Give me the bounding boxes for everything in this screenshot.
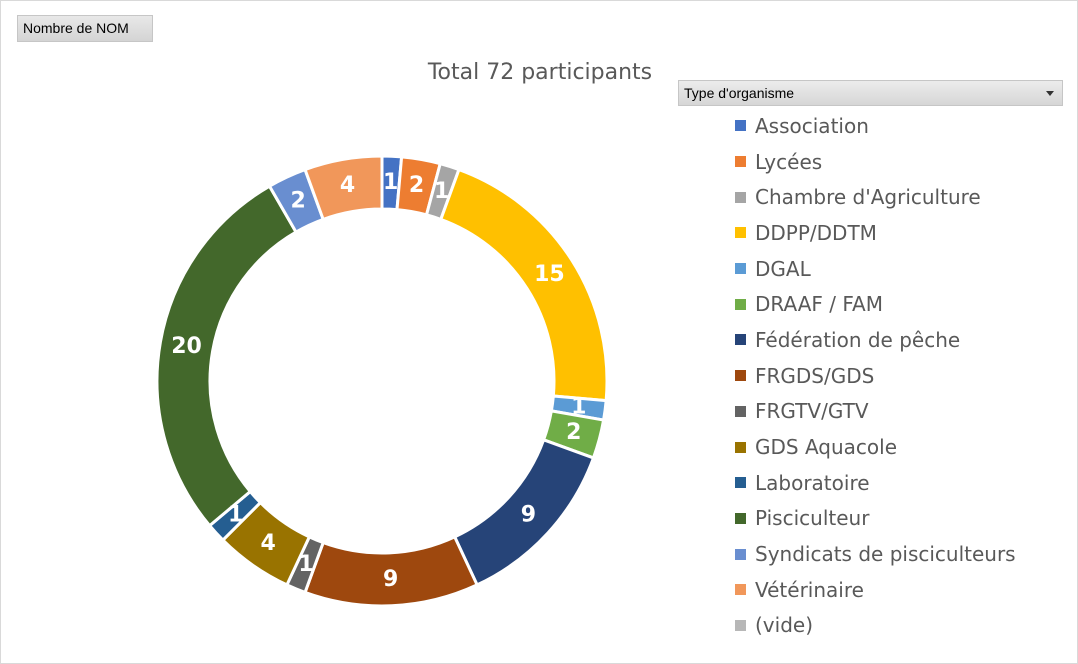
legend-swatch bbox=[735, 619, 746, 631]
legend-label: Lycées bbox=[755, 149, 823, 174]
data-label: 1 bbox=[571, 394, 586, 419]
data-label: 1 bbox=[383, 170, 398, 195]
data-label: 4 bbox=[340, 173, 355, 198]
legend-item[interactable]: Syndicats de pisciculteurs bbox=[735, 536, 1065, 572]
legend-swatch bbox=[735, 370, 746, 382]
chevron-down-icon[interactable] bbox=[1046, 91, 1054, 96]
data-label: 1 bbox=[228, 503, 243, 528]
legend-item[interactable]: GDS Aquacole bbox=[735, 429, 1065, 465]
legend-swatch bbox=[735, 120, 746, 132]
legend-swatch bbox=[735, 477, 746, 489]
data-label: 20 bbox=[171, 334, 202, 359]
legend-swatch bbox=[735, 227, 746, 239]
legend-item[interactable]: DRAAF / FAM bbox=[735, 286, 1065, 322]
data-label: 2 bbox=[409, 173, 424, 198]
legend-item[interactable]: FRGDS/GDS bbox=[735, 358, 1065, 394]
field-button-nombre-de-nom[interactable]: Nombre de NOM bbox=[17, 15, 153, 42]
legend-swatch bbox=[735, 263, 746, 275]
legend-swatch bbox=[735, 584, 746, 596]
donut-slice-v-t-rinaire[interactable] bbox=[303, 154, 384, 222]
legend-item[interactable]: Chambre d'Agriculture bbox=[735, 179, 1065, 215]
legend-item[interactable]: Lycées bbox=[735, 144, 1065, 180]
legend-swatch bbox=[735, 156, 746, 168]
data-label: 9 bbox=[521, 503, 536, 528]
legend-swatch bbox=[735, 548, 746, 560]
data-label: 15 bbox=[534, 262, 565, 287]
legend-item[interactable]: Association bbox=[735, 108, 1065, 144]
legend-label: Association bbox=[755, 113, 869, 138]
legend-swatch bbox=[735, 334, 746, 346]
legend-item[interactable]: DGAL bbox=[735, 251, 1065, 287]
legend-swatch bbox=[735, 441, 746, 453]
legend-label: FRGDS/GDS bbox=[755, 363, 875, 388]
legend-item[interactable]: Fédération de pêche bbox=[735, 322, 1065, 358]
legend-item[interactable]: Vétérinaire bbox=[735, 572, 1065, 608]
legend-swatch bbox=[735, 512, 746, 524]
legend-swatch bbox=[735, 298, 746, 310]
legend-label: DDPP/DDTM bbox=[755, 220, 877, 245]
legend-filter-label: Type d'organisme bbox=[684, 85, 795, 101]
legend-label: DRAAF / FAM bbox=[755, 292, 883, 317]
donut-slices bbox=[155, 154, 609, 608]
legend-swatch bbox=[735, 191, 746, 203]
legend-label: Syndicats de pisciculteurs bbox=[755, 542, 1016, 567]
data-label: 9 bbox=[383, 567, 398, 592]
legend-item[interactable]: Pisciculteur bbox=[735, 501, 1065, 537]
data-label: 2 bbox=[566, 420, 581, 445]
legend-label: Vétérinaire bbox=[755, 577, 864, 602]
legend-label: GDS Aquacole bbox=[755, 435, 898, 460]
legend-swatch bbox=[735, 405, 746, 417]
legend-label: Fédération de pêche bbox=[755, 327, 961, 352]
data-label: 1 bbox=[298, 552, 313, 577]
legend-item[interactable]: FRGTV/GTV bbox=[735, 394, 1065, 430]
legend-label: DGAL bbox=[755, 256, 811, 281]
data-label: 2 bbox=[290, 189, 305, 214]
legend-label: Pisciculteur bbox=[755, 506, 870, 531]
legend-item[interactable]: DDPP/DDTM bbox=[735, 215, 1065, 251]
data-label: 1 bbox=[434, 179, 449, 204]
chart-legend: Association Lycées Chambre d'Agriculture DD… bbox=[735, 108, 1065, 643]
data-label: 4 bbox=[260, 531, 275, 556]
legend-filter-dropdown[interactable]: Type d'organisme bbox=[678, 80, 1063, 106]
legend-label: (vide) bbox=[755, 613, 813, 638]
legend-label: FRGTV/GTV bbox=[755, 399, 869, 424]
legend-label: Chambre d'Agriculture bbox=[755, 185, 981, 210]
legend-item[interactable]: (vide) bbox=[735, 608, 1065, 644]
donut-slice-ddpp-ddtm[interactable] bbox=[438, 167, 609, 403]
chart-title: Total 72 participants bbox=[427, 60, 653, 85]
legend-label: Laboratoire bbox=[755, 470, 870, 495]
legend-item[interactable]: Laboratoire bbox=[735, 465, 1065, 501]
